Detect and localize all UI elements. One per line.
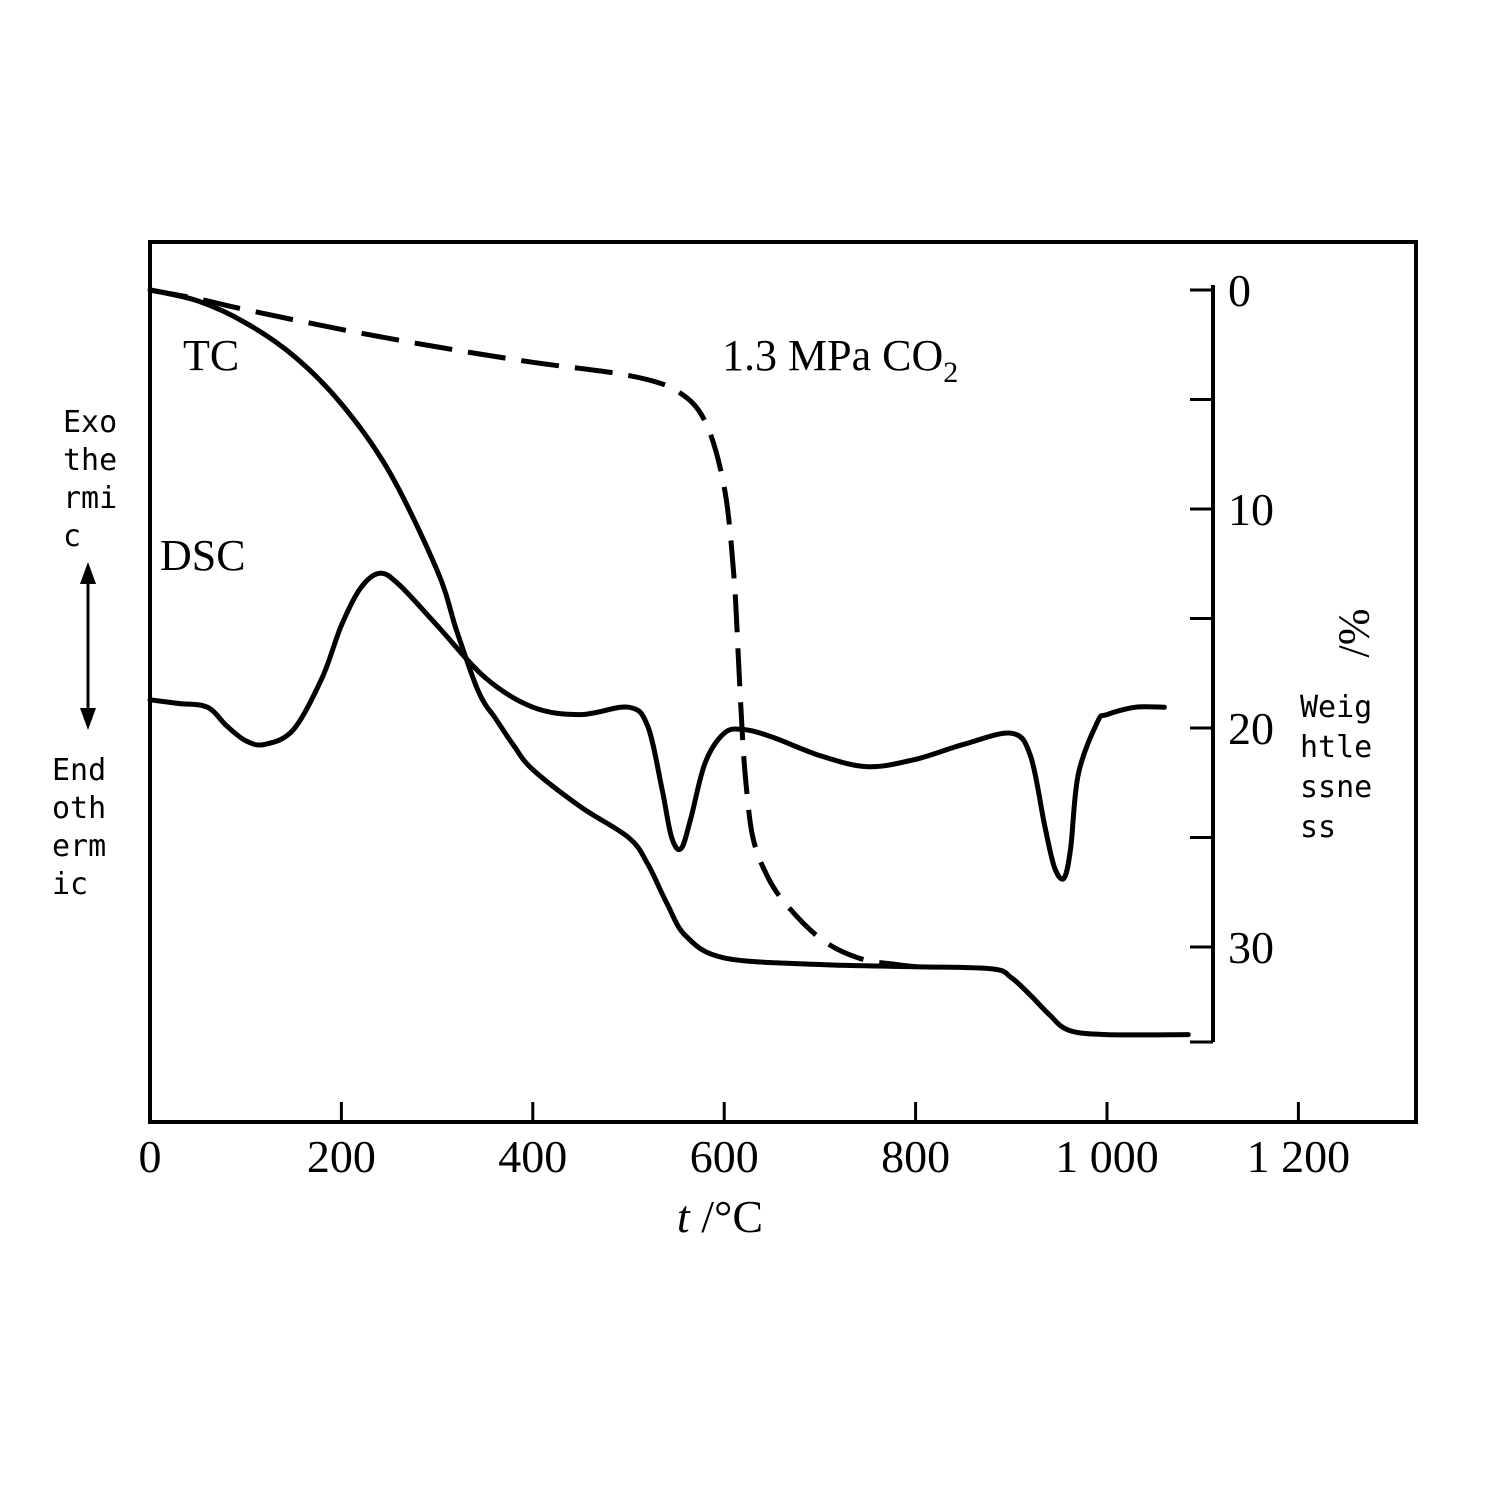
x-tick-label: 0 bbox=[139, 1131, 162, 1182]
endothermic-label-line: End bbox=[52, 753, 106, 788]
weight-label-line: htle bbox=[1300, 730, 1372, 765]
exothermic-label-line: c bbox=[63, 519, 81, 554]
exothermic-label-line: Exo bbox=[63, 405, 117, 440]
x-axis-tick-labels: 0 200 400 600 800 1 000 1 200 bbox=[139, 1131, 1351, 1182]
x-axis-label: t /°C bbox=[677, 1191, 763, 1242]
co2-curve bbox=[149, 287, 916, 970]
endothermic-label-line: erm bbox=[52, 829, 106, 864]
weight-axis-label: Weig htle ssne ss bbox=[1300, 690, 1372, 845]
endothermic-label-line: oth bbox=[52, 791, 106, 826]
weight-axis-unit: %/ bbox=[1330, 609, 1379, 659]
exothermic-label-line: rmi bbox=[63, 481, 117, 516]
dsc-curve bbox=[147, 570, 1167, 882]
x-tick-label: 1 200 bbox=[1247, 1131, 1351, 1182]
dsc-direction-arrow bbox=[80, 562, 96, 730]
plot-frame bbox=[148, 240, 1418, 1124]
series-label-tc: TC bbox=[183, 331, 239, 380]
weight-label-line: Weig bbox=[1300, 690, 1372, 725]
exothermic-label-line: the bbox=[63, 443, 117, 478]
weight-axis-tick-labels: 0 10 20 30 bbox=[1228, 265, 1274, 973]
weight-tick-label: 20 bbox=[1228, 703, 1274, 754]
weight-tick-label: 0 bbox=[1228, 265, 1251, 316]
weight-label-line: ss bbox=[1300, 810, 1336, 845]
series-label-dsc: DSC bbox=[160, 531, 246, 580]
x-tick-label: 800 bbox=[881, 1131, 950, 1182]
x-axis-label-var: t bbox=[677, 1191, 691, 1242]
endothermic-label-line: ic bbox=[52, 867, 88, 902]
x-axis-label-unit: /°C bbox=[690, 1191, 763, 1242]
series-label-co2: 1.3 MPa CO2 bbox=[722, 331, 958, 389]
tc-curve bbox=[147, 287, 1191, 1038]
x-axis-ticks bbox=[148, 1102, 1300, 1120]
series-curves bbox=[147, 287, 1191, 1038]
weight-tick-label: 30 bbox=[1228, 922, 1274, 973]
x-tick-label: 600 bbox=[690, 1131, 759, 1182]
weight-label-line: ssne bbox=[1300, 770, 1372, 805]
x-tick-label: 200 bbox=[307, 1131, 376, 1182]
weight-axis-ticks bbox=[1190, 288, 1213, 1044]
weight-tick-label: 10 bbox=[1228, 484, 1274, 535]
x-tick-label: 400 bbox=[498, 1131, 567, 1182]
x-tick-label: 1 000 bbox=[1055, 1131, 1159, 1182]
